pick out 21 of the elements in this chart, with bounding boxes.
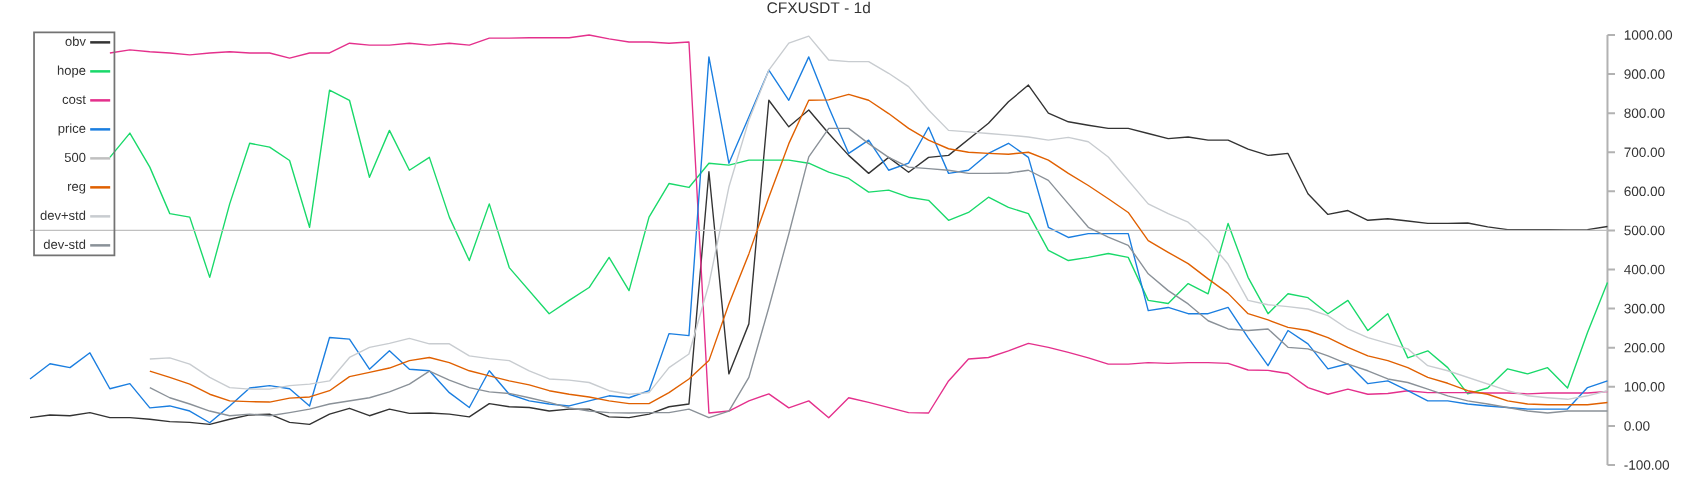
y-tick-label: 400.00: [1624, 264, 1665, 275]
chart-title: CFXUSDT - 1d: [767, 1, 870, 14]
y-tick-label: 200.00: [1624, 342, 1665, 353]
y-tick-label: 300.00: [1624, 303, 1665, 314]
legend-label: cost: [62, 95, 86, 104]
y-tick-label: 900.00: [1624, 69, 1665, 79]
legend-label: dev-std: [43, 239, 86, 249]
y-tick-label: 0.00: [1624, 421, 1650, 431]
y-tick-label: 100.00: [1624, 382, 1665, 392]
y-tick-label: 800.00: [1624, 108, 1665, 118]
legend-label: obv: [65, 36, 86, 46]
y-tick-label: 700.00: [1624, 147, 1665, 158]
legend-label: 500: [64, 152, 86, 162]
y-tick-label: 1000.00: [1624, 30, 1673, 40]
y-tick-label: 600.00: [1624, 186, 1665, 197]
y-tick-label: 500.00: [1624, 225, 1665, 236]
legend-label: dev+std: [40, 210, 86, 220]
legend-label: reg: [68, 183, 86, 194]
legend-label: hope: [57, 65, 86, 78]
y-tick-label: -100.00: [1624, 460, 1670, 470]
legend-label: price: [58, 123, 86, 136]
